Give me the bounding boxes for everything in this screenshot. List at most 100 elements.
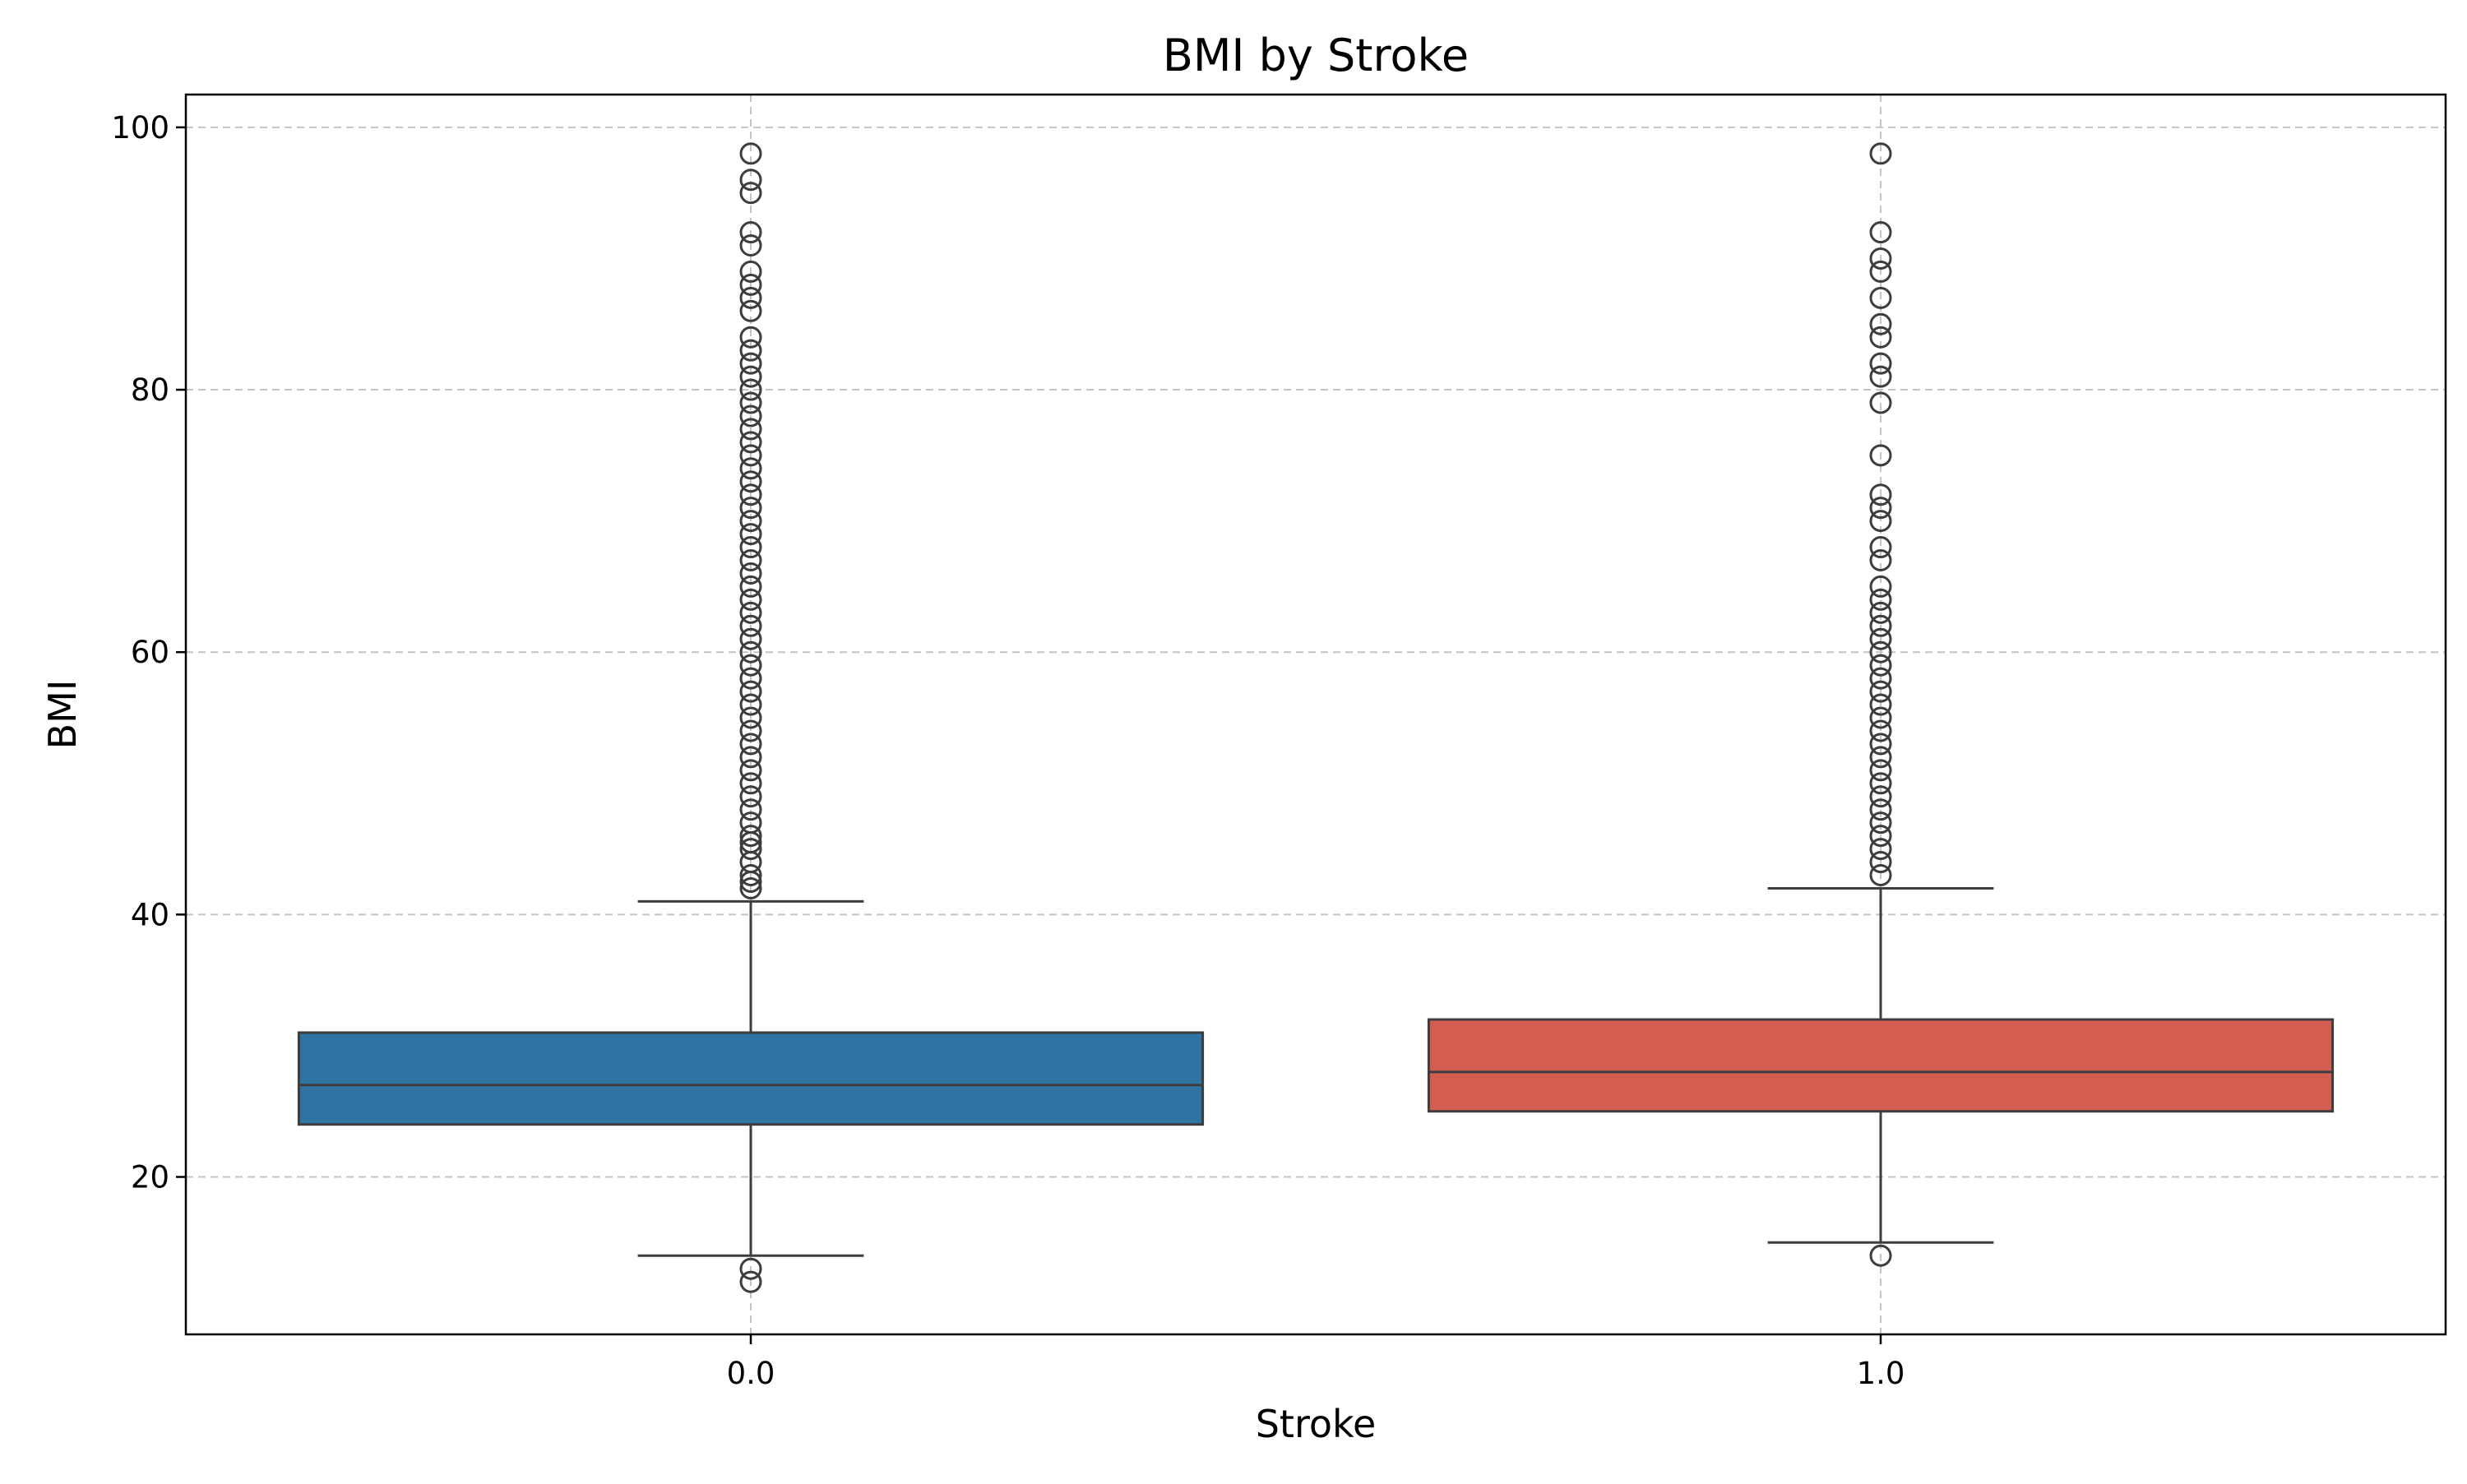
box-group-1.0 [1427, 142, 2335, 1267]
outlier-point [1869, 575, 1892, 598]
outlier-point [739, 483, 762, 506]
outlier-point [1869, 260, 1892, 283]
outlier-point [1869, 759, 1892, 782]
outlier-point [739, 1270, 762, 1293]
outlier-point [739, 719, 762, 742]
tick-layer: 20 40 60 80 100 0.0 1.0 [111, 110, 1905, 1391]
iqr-box [1427, 1018, 2335, 1113]
chart-title: BMI by Stroke [1163, 30, 1469, 81]
outlier-point [1869, 785, 1892, 808]
outlier-point [1869, 693, 1892, 716]
outlier-point [1869, 1244, 1892, 1267]
outlier-point [1869, 746, 1892, 769]
outlier-point [739, 299, 762, 322]
outlier-point [1869, 536, 1892, 559]
outlier-point [739, 497, 762, 520]
x-tick-label: 1.0 [1857, 1356, 1905, 1391]
outlier-point [739, 759, 762, 782]
outlier-point [739, 431, 762, 454]
outlier-point [739, 654, 762, 677]
outlier-point [1869, 326, 1892, 349]
y-tick-label: 100 [111, 110, 169, 146]
outlier-point [739, 667, 762, 690]
iqr-box [297, 1031, 1205, 1126]
outlier-point [739, 601, 762, 624]
outlier-point [739, 825, 762, 848]
outlier-point [739, 746, 762, 769]
outlier-point [739, 575, 762, 598]
outlier-point [739, 627, 762, 650]
y-tick-label: 60 [131, 635, 169, 670]
outlier-point [739, 142, 762, 165]
outlier-point [1869, 654, 1892, 677]
outlier-point [1869, 365, 1892, 388]
outlier-point [739, 260, 762, 283]
outlier-point [1869, 247, 1892, 270]
outlier-point [1869, 221, 1892, 244]
outlier-point [739, 169, 762, 192]
outlier-point [739, 588, 762, 611]
box-group-0.0 [297, 142, 1205, 1293]
x-tick-label: 0.0 [727, 1356, 775, 1391]
outlier-point [1869, 719, 1892, 742]
outlier-point [739, 536, 762, 559]
outlier-point [739, 286, 762, 309]
outlier-point [739, 391, 762, 414]
outlier-point [1869, 497, 1892, 520]
outlier-point [739, 457, 762, 480]
outlier-point [1869, 772, 1892, 795]
outlier-point [1869, 142, 1892, 165]
outlier-point [739, 182, 762, 205]
outlier-point [739, 733, 762, 756]
outlier-point [739, 811, 762, 834]
outlier-point [1869, 706, 1892, 729]
outlier-point [739, 273, 762, 296]
y-tick-label: 40 [131, 897, 169, 932]
outlier-point [1869, 391, 1892, 414]
outlier-point [739, 405, 762, 428]
outlier-point [739, 326, 762, 349]
outlier-point [1869, 588, 1892, 611]
outlier-point [739, 785, 762, 808]
outlier-point [739, 548, 762, 571]
outlier-point [739, 614, 762, 637]
outlier-point [739, 523, 762, 546]
outlier-point [1869, 680, 1892, 703]
y-axis-label: BMI [40, 680, 85, 750]
outlier-point [739, 418, 762, 441]
outlier-point [1869, 483, 1892, 506]
outlier-point [739, 444, 762, 467]
outlier-point [739, 706, 762, 729]
outlier-point [739, 772, 762, 795]
x-axis-label: Stroke [1256, 1402, 1377, 1446]
outlier-point [739, 876, 762, 899]
box-layer [297, 142, 2335, 1293]
outlier-point [739, 1257, 762, 1280]
y-tick-label: 80 [131, 372, 169, 408]
outlier-point [739, 510, 762, 533]
outlier-point [739, 680, 762, 703]
outlier-point [1869, 733, 1892, 756]
outlier-point [1869, 798, 1892, 821]
outlier-point [739, 798, 762, 821]
outlier-point [1869, 510, 1892, 533]
outlier-point [1869, 286, 1892, 309]
outlier-point [1869, 640, 1892, 663]
outlier-point [1869, 825, 1892, 848]
y-tick-label: 20 [131, 1160, 169, 1195]
outlier-point [739, 352, 762, 375]
outlier-point [1869, 851, 1892, 874]
outlier-point [1869, 667, 1892, 690]
outlier-point [739, 234, 762, 257]
outlier-point [739, 221, 762, 244]
outlier-point [739, 365, 762, 388]
outlier-point [1869, 614, 1892, 637]
outlier-point [739, 838, 762, 861]
outlier-point [739, 562, 762, 585]
outlier-point [1869, 627, 1892, 650]
outlier-point [739, 693, 762, 716]
outlier-point [739, 378, 762, 401]
plot-frame [184, 93, 2447, 1336]
